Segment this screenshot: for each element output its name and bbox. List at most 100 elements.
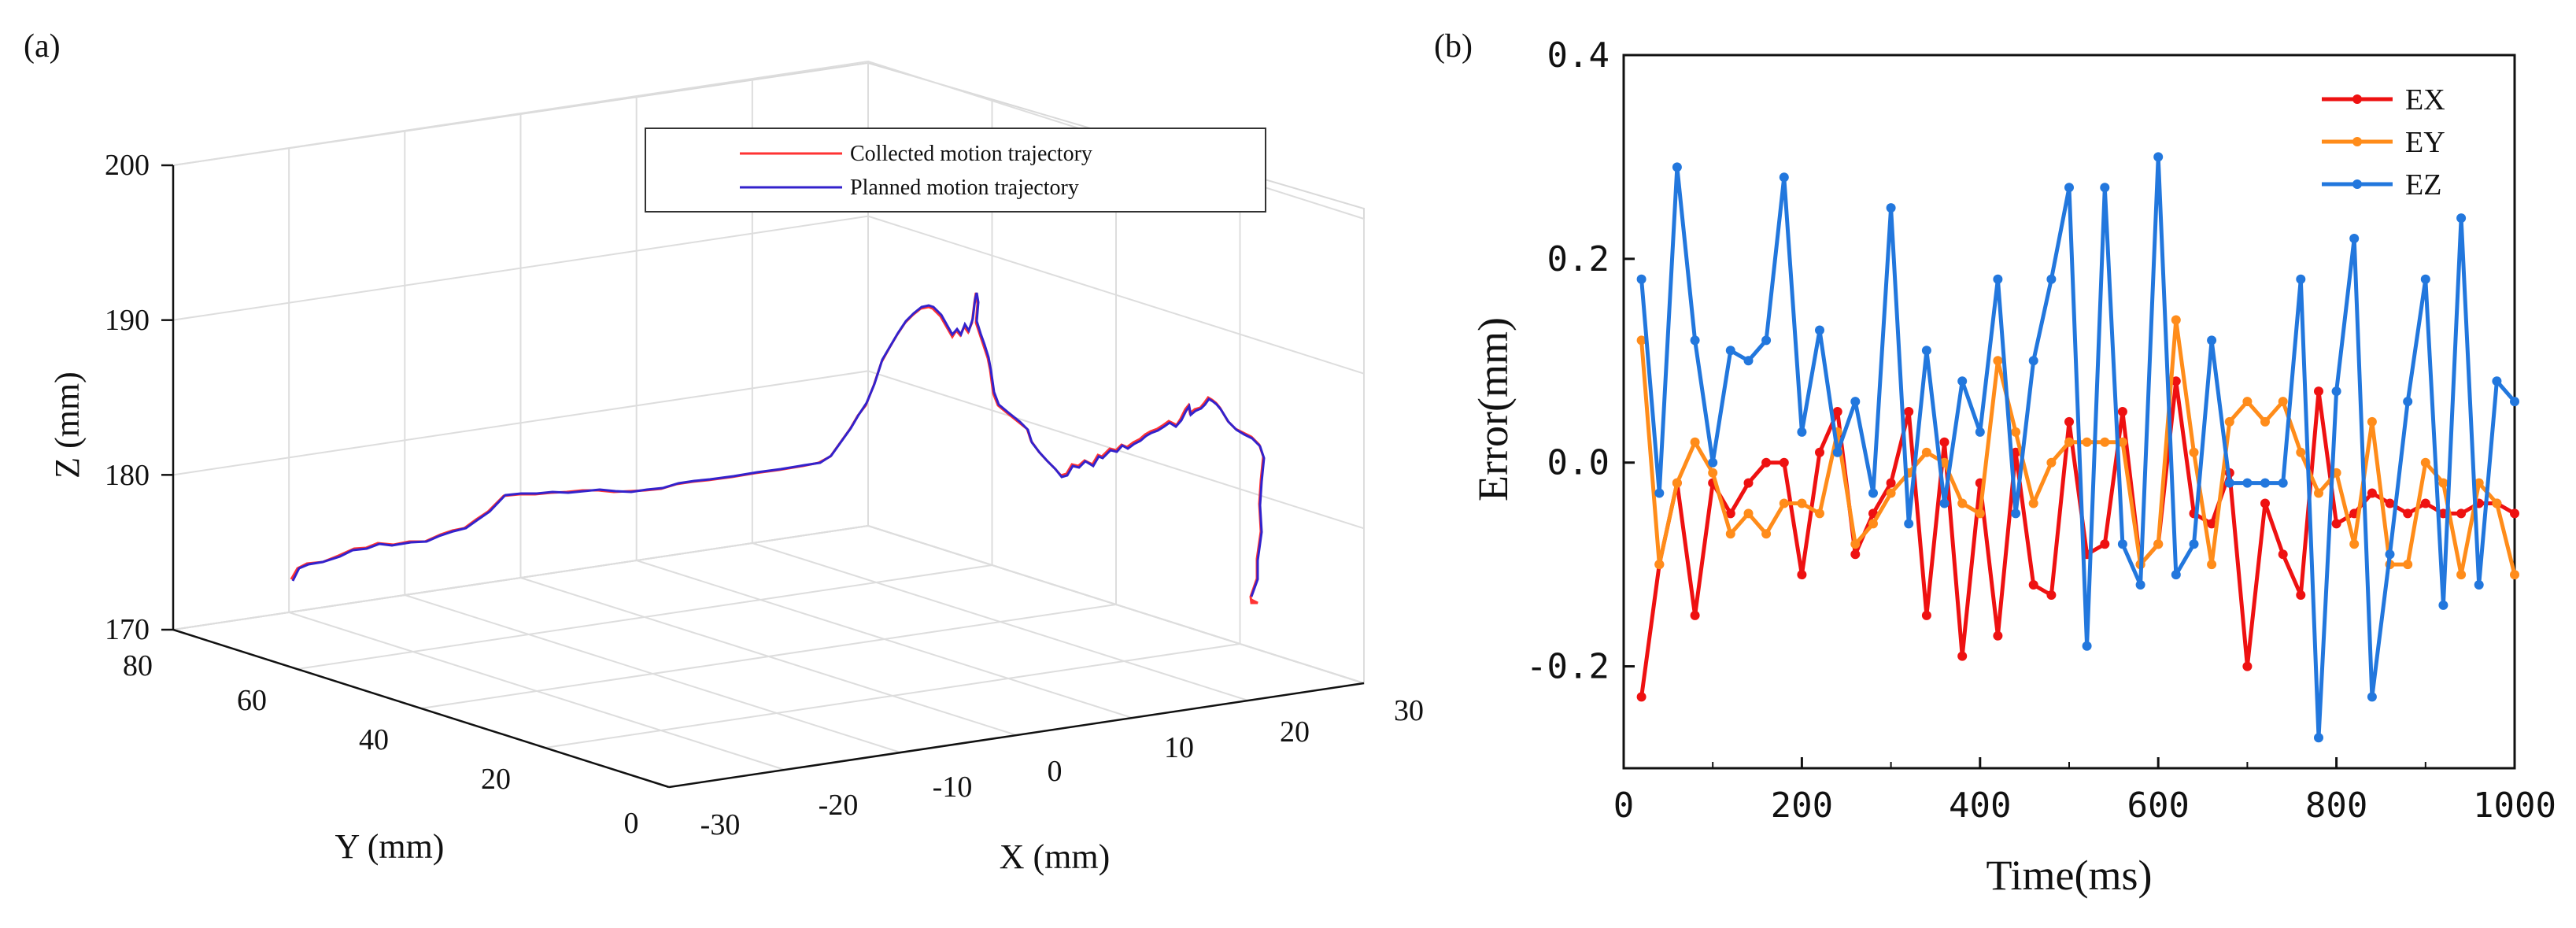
data-point-ez [2492, 376, 2502, 386]
data-point-ez [2064, 183, 2074, 193]
y-axis-label-b: Error(mm) [1469, 317, 1517, 501]
z-tick-label: 190 [105, 304, 150, 337]
data-point-ez [2278, 478, 2288, 488]
data-point-ey [1886, 488, 1896, 498]
y-tick-label: 40 [359, 723, 389, 756]
data-point-ey [2064, 437, 2074, 447]
legend-marker-ex [2352, 94, 2362, 104]
data-point-ez [1815, 325, 1824, 335]
data-point-ex [1850, 549, 1861, 560]
data-point-ez [2314, 733, 2323, 743]
data-point-ez [2153, 152, 2164, 162]
data-point-ez [1743, 356, 1754, 366]
data-point-ez [2349, 234, 2360, 243]
data-point-ez [2011, 508, 2021, 519]
z-gridline [172, 215, 1365, 375]
data-point-ez [2385, 549, 2395, 560]
legend-label-planned: Planned motion trajectory [850, 176, 1079, 200]
y-tick-label: 20 [481, 763, 511, 796]
data-point-ey [1921, 447, 1931, 457]
data-point-ez [1690, 335, 1700, 346]
z-gridline [172, 524, 1365, 684]
x-axis-line [668, 682, 1365, 789]
x-tick-label: -30 [700, 808, 741, 841]
y-tick-label-b: 0.0 [1547, 443, 1610, 483]
legend-label-ey: EY [2405, 126, 2445, 159]
data-point-ex [2011, 447, 2021, 457]
data-point-ez [1636, 274, 1646, 284]
data-point-ey [1868, 519, 1878, 529]
data-point-ez [2242, 478, 2253, 488]
data-point-ez [2082, 641, 2092, 651]
z-tick-label: 200 [105, 149, 150, 182]
data-point-ez [2117, 539, 2127, 549]
data-point-ez [2207, 335, 2217, 346]
data-point-ex [2064, 416, 2074, 427]
y-axis-line [172, 628, 670, 789]
data-point-ey [2474, 478, 2484, 488]
data-point-ex [2028, 580, 2038, 590]
data-point-ez [2296, 274, 2306, 284]
z-gridline [172, 370, 1365, 530]
data-point-ez [1779, 172, 1789, 183]
data-point-ez [2331, 386, 2341, 397]
data-point-ez [1850, 397, 1861, 407]
data-point-ex [1904, 407, 1914, 416]
panel-b-ticks: 0 200 400 600 800 1000 -0.2 0.0 0.2 0.4 [1526, 35, 2556, 826]
data-point-ey [2189, 447, 2199, 457]
data-point-ez [1832, 447, 1842, 457]
data-point-ex [1725, 508, 1735, 519]
data-point-ey [2011, 427, 2021, 437]
data-point-ey [2349, 539, 2360, 549]
floor-gridline [545, 643, 1240, 749]
data-point-ey [1993, 356, 2003, 366]
data-point-ey [2260, 416, 2270, 427]
x-tick-label: 10 [1164, 731, 1194, 764]
data-point-ex [1832, 407, 1842, 416]
data-point-ex [2331, 519, 2341, 529]
data-point-ex [2171, 376, 2181, 386]
legend-label-ez: EZ [2405, 168, 2441, 201]
data-point-ex [1886, 478, 1896, 488]
data-point-ey [1779, 498, 1789, 508]
data-point-ey [1957, 498, 1968, 508]
data-point-ez [2189, 539, 2199, 549]
data-point-ez [2367, 692, 2377, 702]
data-point-ez [2100, 183, 2110, 193]
data-point-ez [1904, 519, 1914, 529]
data-point-ez [1886, 203, 1896, 213]
data-point-ey [2224, 416, 2234, 427]
y-tick-labels: 80 60 40 20 0 [123, 649, 639, 840]
data-point-ey [1672, 478, 1682, 488]
x-tick-label: 20 [1280, 715, 1310, 749]
data-point-ey [2082, 437, 2092, 447]
panel-b-axes [1622, 54, 2516, 770]
data-point-ez [1993, 274, 2003, 284]
data-point-ex [2385, 498, 2395, 508]
z-tick-label: 180 [105, 459, 150, 492]
data-point-ey [2314, 488, 2323, 498]
data-point-ex [2278, 549, 2288, 560]
data-point-ey [2171, 315, 2181, 325]
series-line-ez [1639, 154, 2516, 740]
legend-label-collected: Collected motion trajectory [850, 142, 1092, 166]
data-point-ey [1708, 468, 1718, 478]
data-point-ez [2510, 397, 2519, 407]
data-point-ex [2100, 539, 2110, 549]
data-point-ez [2456, 213, 2467, 224]
y-tick-label: 60 [237, 684, 267, 717]
legend-marker-ey [2352, 137, 2362, 146]
data-point-ey [1975, 508, 1985, 519]
data-point-ez [2224, 478, 2234, 488]
data-point-ez [1939, 498, 1950, 508]
data-point-ez [1672, 162, 1682, 172]
data-point-ez [2438, 600, 2448, 610]
data-point-ey [2456, 570, 2467, 580]
data-point-ey [2420, 457, 2430, 468]
data-point-ez [1957, 376, 1968, 386]
data-point-ey [2278, 397, 2288, 407]
data-point-ez [1797, 427, 1807, 437]
panel-b-legend: EX EY EZ [2322, 83, 2445, 201]
data-point-ez [2135, 580, 2145, 590]
